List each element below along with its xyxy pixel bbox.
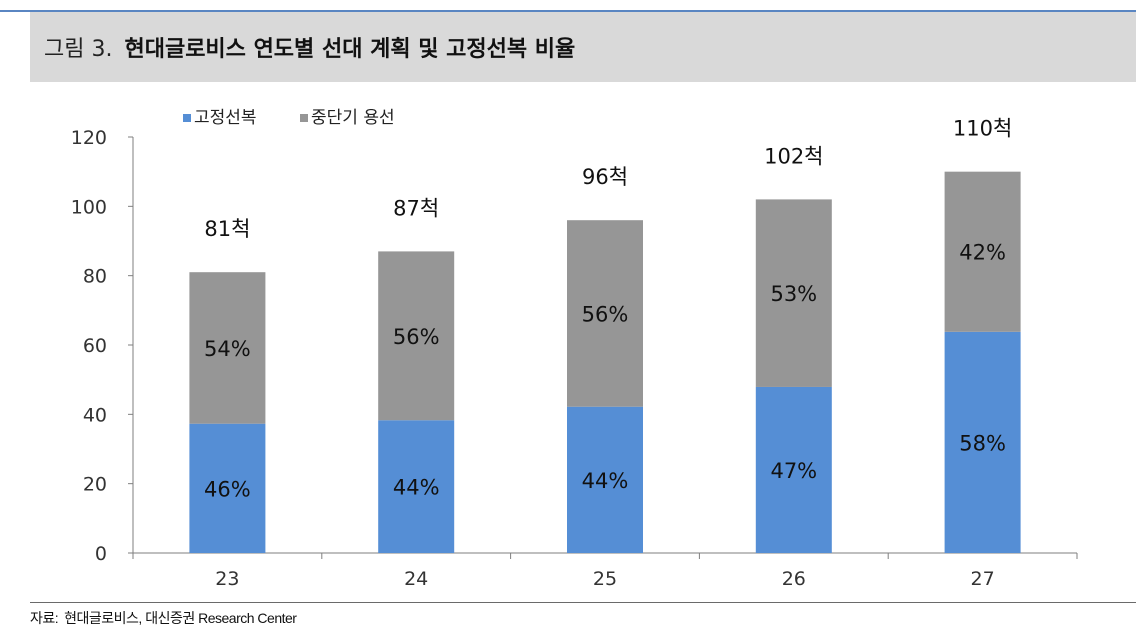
bar-fixed: [378, 420, 455, 553]
source-label: 자료:: [30, 610, 59, 626]
y-tick-label: 120: [71, 127, 107, 149]
legend-swatch-fixed: [183, 114, 191, 122]
figure-header: 그림 3. 현대글로비스 연도별 선대 계획 및 고정선복 비율: [30, 12, 1136, 82]
bar-fixed: [567, 406, 643, 553]
bar-short-term: [189, 272, 266, 424]
y-tick-label: 100: [71, 196, 107, 218]
legend-swatch-short-term: [300, 114, 308, 122]
bar-fixed: [755, 386, 832, 553]
y-tick-label: 80: [83, 266, 107, 288]
data-label-fixed: 44%: [582, 469, 629, 493]
source-note: 자료: 현대글로비스, 대신증권 Research Center: [30, 608, 302, 628]
figure-title: 현대글로비스 연도별 선대 계획 및 고정선복 비율: [124, 37, 576, 62]
data-label-fixed: 58%: [959, 431, 1006, 455]
y-tick-label: 0: [95, 543, 107, 565]
y-tick-label: 60: [83, 335, 107, 357]
bar-short-term: [378, 251, 455, 421]
x-tick-label: 26: [782, 568, 806, 590]
data-label-short-term: 53%: [770, 282, 817, 306]
stacked-bar-chart: 0 20 40 60 80 100 120 46% 54% 81척 23 44% 56% 87척 24 44%…: [71, 108, 1078, 590]
bar-short-term: [944, 171, 1021, 332]
data-label-short-term: 42%: [959, 241, 1006, 265]
total-label: 96척: [582, 165, 628, 189]
total-label: 110척: [953, 117, 1012, 141]
legend-label-fixed: 고정선복: [194, 108, 257, 128]
y-tick-label: 40: [83, 404, 107, 426]
data-label-short-term: 54%: [204, 337, 251, 361]
total-label: 87척: [393, 196, 439, 220]
bar-fixed: [189, 423, 266, 553]
source-text: 현대글로비스, 대신증권 Research Center: [64, 610, 297, 626]
bar-fixed: [944, 331, 1021, 553]
total-label: 102척: [764, 144, 823, 168]
data-label-fixed: 44%: [393, 476, 440, 500]
figure-number: 그림 3.: [44, 37, 113, 62]
x-tick-label: 24: [404, 568, 428, 590]
data-label-short-term: 56%: [393, 325, 440, 349]
data-label-fixed: 47%: [770, 459, 817, 483]
total-label: 81척: [204, 217, 250, 241]
source-rule: [30, 602, 1136, 603]
x-tick-label: 23: [215, 568, 239, 590]
header-top-rule: [0, 10, 1136, 12]
x-tick-label: 27: [971, 568, 995, 590]
legend-label-short-term: 중단기 용선: [311, 108, 395, 128]
data-label-short-term: 56%: [582, 302, 629, 326]
bar-short-term: [567, 220, 643, 407]
bar-short-term: [755, 199, 832, 387]
x-tick-label: 25: [593, 568, 617, 590]
y-tick-label: 20: [83, 474, 107, 496]
data-label-fixed: 46%: [204, 477, 251, 501]
